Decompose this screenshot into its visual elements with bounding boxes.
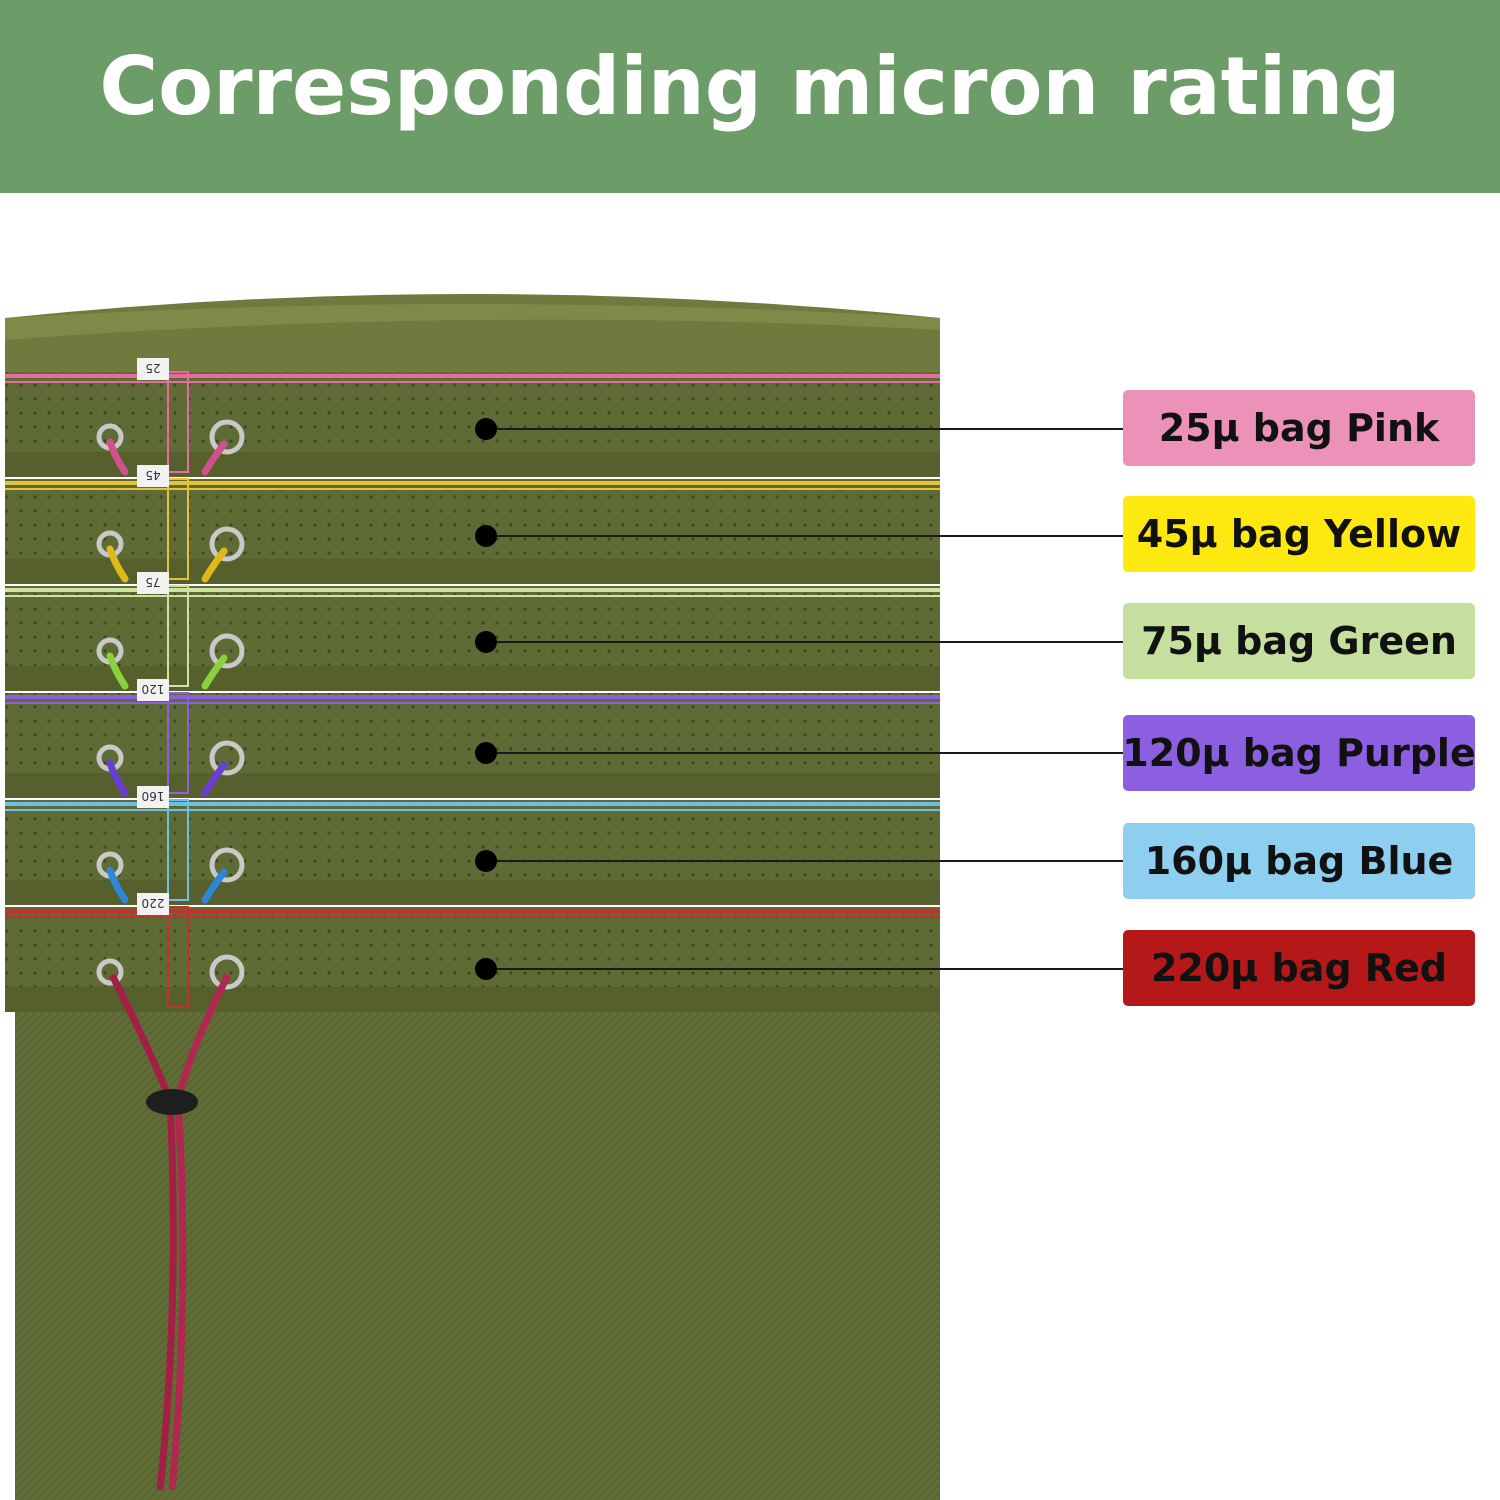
page-title: Corresponding micron rating bbox=[99, 40, 1401, 133]
bag-band-160: 160 bbox=[5, 786, 940, 905]
bag-label-text: 120µ bag Purple bbox=[1122, 731, 1476, 775]
leader-line bbox=[486, 752, 1123, 754]
leader-line bbox=[486, 641, 1123, 643]
bag-band-25: 25 bbox=[5, 358, 940, 477]
grommet-icon bbox=[209, 847, 245, 883]
bag-label-text: 75µ bag Green bbox=[1141, 619, 1457, 663]
leader-line bbox=[486, 860, 1123, 862]
marker-dot bbox=[475, 631, 497, 653]
micron-tag-text: 220 bbox=[142, 896, 165, 910]
bag-label-text: 45µ bag Yellow bbox=[1136, 512, 1462, 556]
leader-line bbox=[486, 968, 1123, 970]
bag-label-120: 120µ bag Purple bbox=[1122, 715, 1476, 791]
bag-label-text: 25µ bag Pink bbox=[1158, 406, 1440, 450]
leader-line bbox=[486, 428, 1123, 430]
bag-label-text: 220µ bag Red bbox=[1150, 946, 1448, 990]
micron-tag-text: 160 bbox=[142, 789, 165, 803]
marker-dot bbox=[475, 958, 497, 980]
header-banner: Corresponding micron rating bbox=[0, 0, 1500, 193]
bag-band-75: 75 bbox=[5, 572, 940, 691]
grommet-icon bbox=[209, 740, 245, 776]
leader-line bbox=[486, 535, 1123, 537]
bag-band-45: 45 bbox=[5, 465, 940, 584]
micron-tag-text: 120 bbox=[142, 682, 165, 696]
marker-dot bbox=[475, 742, 497, 764]
grommet-icon bbox=[209, 633, 245, 669]
micron-tag-text: 25 bbox=[145, 361, 160, 375]
bag-label-75: 75µ bag Green bbox=[1123, 603, 1475, 679]
bag-label-25: 25µ bag Pink bbox=[1123, 390, 1475, 466]
bag-band-120: 120 bbox=[5, 679, 940, 798]
bag-band-220: 220 bbox=[5, 893, 940, 1012]
bag-label-160: 160µ bag Blue bbox=[1123, 823, 1475, 899]
micron-tag-text: 45 bbox=[145, 468, 160, 482]
grommet-icon bbox=[209, 954, 245, 990]
bag-label-45: 45µ bag Yellow bbox=[1123, 496, 1475, 572]
grommet-icon bbox=[209, 419, 245, 455]
cord-lock bbox=[146, 1089, 198, 1115]
marker-dot bbox=[475, 525, 497, 547]
marker-dot bbox=[475, 418, 497, 440]
drawstring-rope bbox=[108, 973, 177, 1491]
micron-tag-text: 75 bbox=[145, 575, 160, 589]
bag-label-text: 160µ bag Blue bbox=[1144, 839, 1454, 883]
grommet-icon bbox=[209, 526, 245, 562]
marker-dot bbox=[475, 850, 497, 872]
grommet-icon bbox=[96, 958, 124, 986]
bag-label-220: 220µ bag Red bbox=[1123, 930, 1475, 1006]
